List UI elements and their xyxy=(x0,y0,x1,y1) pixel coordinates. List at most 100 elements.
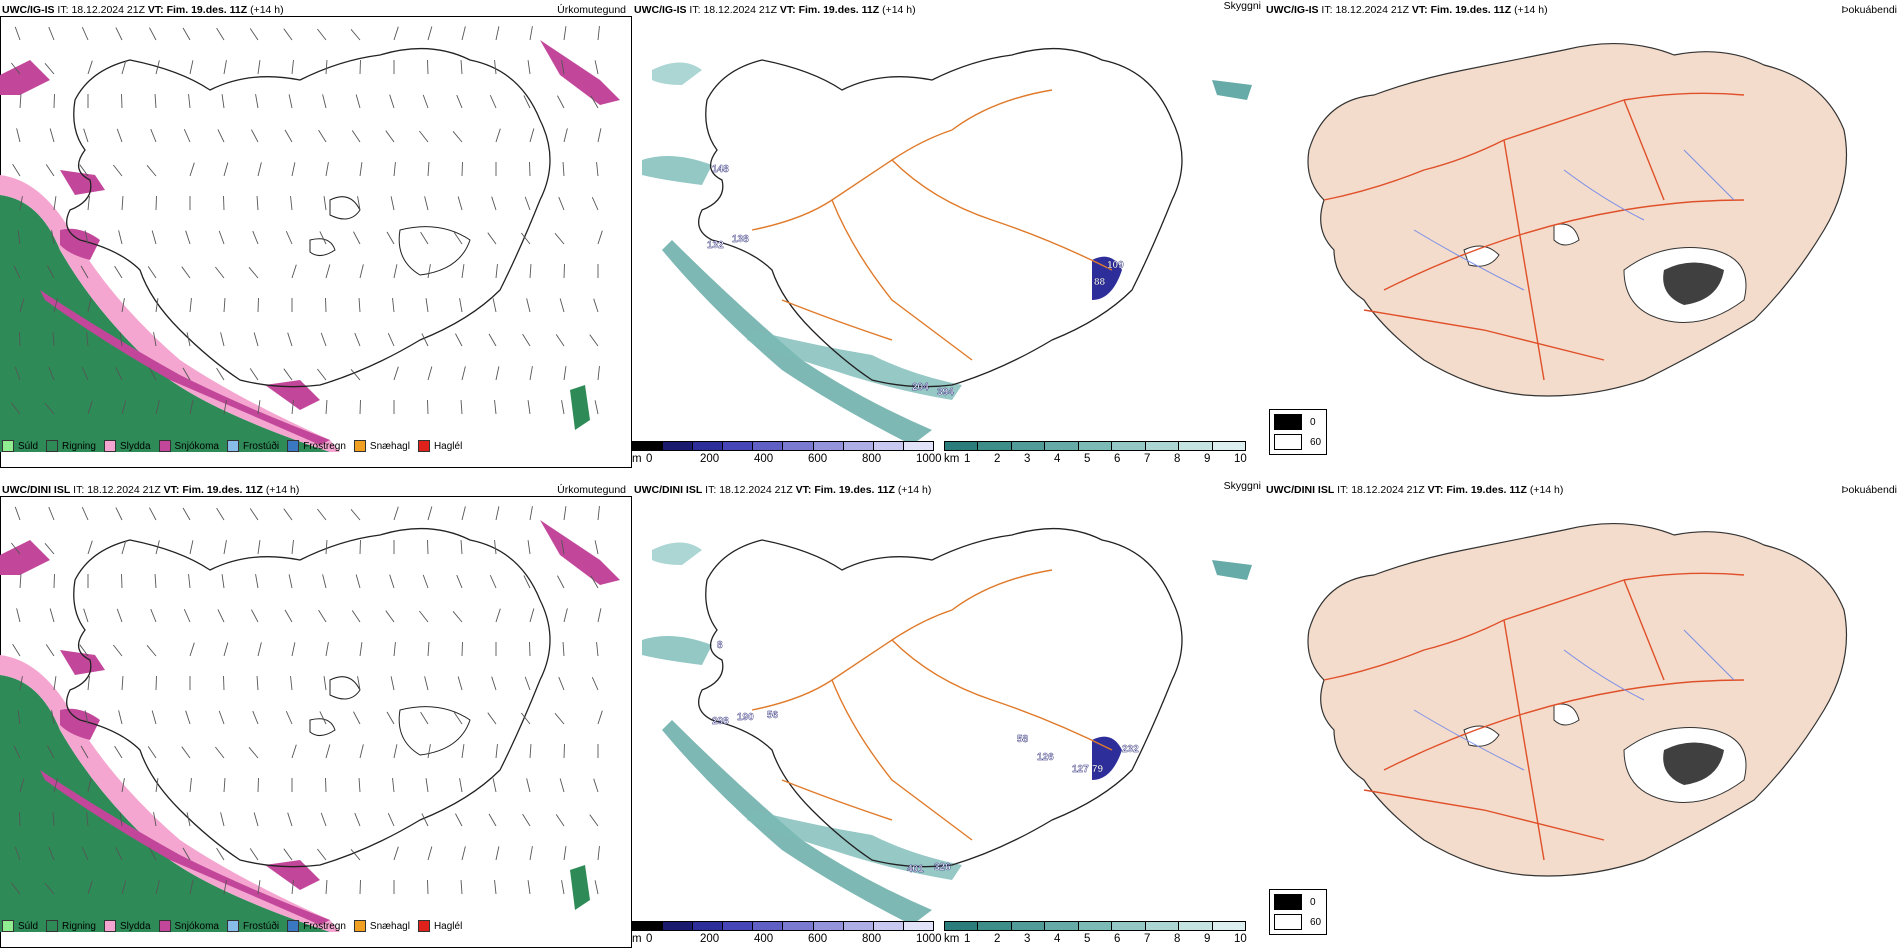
ceiling-labels: 8 298 190 56 58 126 232 127 79 401 326 xyxy=(712,640,1140,875)
wind-barb xyxy=(322,94,327,109)
ceiling-unit: m xyxy=(632,933,642,945)
wind-barb xyxy=(461,264,465,279)
valid-time-value: Fim. 19.des. 11Z xyxy=(182,484,263,496)
fog-legend-swatch xyxy=(1274,914,1302,930)
wind-barb xyxy=(353,231,361,245)
wind-barb xyxy=(350,848,361,861)
wind-barb xyxy=(594,880,599,895)
wind-barb xyxy=(390,676,395,691)
snow-patch xyxy=(540,520,620,585)
wind-barb xyxy=(189,778,192,793)
init-time-value: 18.12.2024 21Z xyxy=(1335,4,1409,16)
wind-barb xyxy=(489,95,497,109)
lead-time: (+14 h) xyxy=(265,484,300,496)
fog-map xyxy=(1307,42,1848,397)
ceiling-value-label: 88 xyxy=(1094,277,1106,288)
legend-swatch xyxy=(103,920,116,932)
wind-barb xyxy=(149,847,157,861)
colorbar-tick-label: 7 xyxy=(1144,453,1151,465)
colorbar-segment xyxy=(1045,442,1079,450)
wind-barb xyxy=(461,366,466,381)
fog-legend-swatch xyxy=(1274,414,1302,430)
low-ceiling-area xyxy=(1092,256,1122,300)
init-time-value: 18.12.2024 21Z xyxy=(87,484,161,496)
snow-patch xyxy=(60,228,100,260)
wind-barb xyxy=(87,60,93,75)
wind-barb xyxy=(86,332,89,347)
colorbar-tick-label: 800 xyxy=(862,933,882,945)
wind-barb xyxy=(460,880,463,895)
wind-barb xyxy=(524,676,531,691)
wind-barb xyxy=(594,540,599,555)
init-time-label: IT: xyxy=(57,4,69,16)
wind-barb xyxy=(87,540,93,555)
wind-barb xyxy=(457,196,463,211)
wind-barb xyxy=(320,812,327,827)
wind-barb xyxy=(524,196,531,211)
valid-time-value: Fim. 19.des. 11Z xyxy=(798,4,880,16)
wind-barb xyxy=(119,332,123,347)
road-network xyxy=(751,89,1113,361)
wind-barb xyxy=(153,812,157,827)
fog-legend: 0 60 xyxy=(1269,409,1327,455)
ceiling-value-label: 401 xyxy=(907,864,924,875)
init-time-label: IT: xyxy=(705,484,717,496)
wind-barb xyxy=(563,366,567,381)
wind-barb xyxy=(589,334,599,347)
wind-barb xyxy=(185,230,191,245)
wind-barb xyxy=(14,846,21,861)
wind-barb xyxy=(185,710,191,725)
wind-barb xyxy=(492,778,497,793)
wind-barb xyxy=(155,298,159,313)
panel-title: Þokuábendi xyxy=(1841,484,1897,496)
wind-barb xyxy=(11,542,21,555)
wind-barb xyxy=(223,298,226,313)
wind-barb xyxy=(554,712,565,725)
wind-barb xyxy=(19,574,22,589)
fog-core xyxy=(1663,742,1724,785)
panel-header: UWC/IG-IS IT: 18.12.2024 21Z VT: Fim. 19… xyxy=(634,4,916,16)
ceiling-visibility-panel: UWC/IG-IS IT: 18.12.2024 21Z VT: Fim. 19… xyxy=(632,0,1264,470)
wind-barb xyxy=(52,812,55,827)
wind-barb xyxy=(257,642,262,657)
legend-swatch xyxy=(103,440,116,452)
legend-item: Rigning xyxy=(46,920,96,932)
init-time-label: IT: xyxy=(689,4,701,16)
wind-barb xyxy=(248,746,259,759)
panel-title: Þokuábendi xyxy=(1841,4,1897,16)
colorbar-tick-label: 8 xyxy=(1174,453,1181,465)
wind-barb xyxy=(223,540,227,555)
colorbar-segment xyxy=(663,442,694,450)
wind-barb xyxy=(44,62,55,75)
valid-time-value: Fim. 19.des. 11Z xyxy=(1446,484,1527,496)
wind-barb xyxy=(146,164,157,177)
wind-barb xyxy=(597,128,602,143)
glacier xyxy=(1553,223,1580,246)
init-time-label: IT: xyxy=(73,484,85,496)
wind-barb xyxy=(594,400,599,415)
wind-barb xyxy=(81,27,89,41)
legend-item: Slydda xyxy=(103,920,151,932)
wind-barb xyxy=(319,231,327,245)
wind-barb xyxy=(325,880,328,895)
colorbar-tick-label: 400 xyxy=(754,453,774,465)
wind-barb xyxy=(422,574,429,589)
wind-barb xyxy=(558,676,565,691)
wind-barb xyxy=(358,298,361,313)
ceiling-value-label: 394 xyxy=(937,387,954,398)
wind-barb xyxy=(421,813,429,827)
legend-swatch xyxy=(158,920,171,932)
wind-barb xyxy=(563,128,568,143)
wind-barb xyxy=(155,778,159,793)
wind-barb xyxy=(223,162,229,177)
wind-barb xyxy=(529,608,535,623)
legend-label: Snæhagl xyxy=(369,440,410,452)
wind-barb xyxy=(146,644,157,657)
wind-barb xyxy=(393,846,399,861)
colorbar-tick-label: 6 xyxy=(1114,933,1121,945)
wind-barb xyxy=(121,60,127,75)
lead-time: (+14 h) xyxy=(897,484,932,496)
wind-barb xyxy=(81,367,89,381)
fog-legend-item: 60 xyxy=(1274,434,1322,450)
